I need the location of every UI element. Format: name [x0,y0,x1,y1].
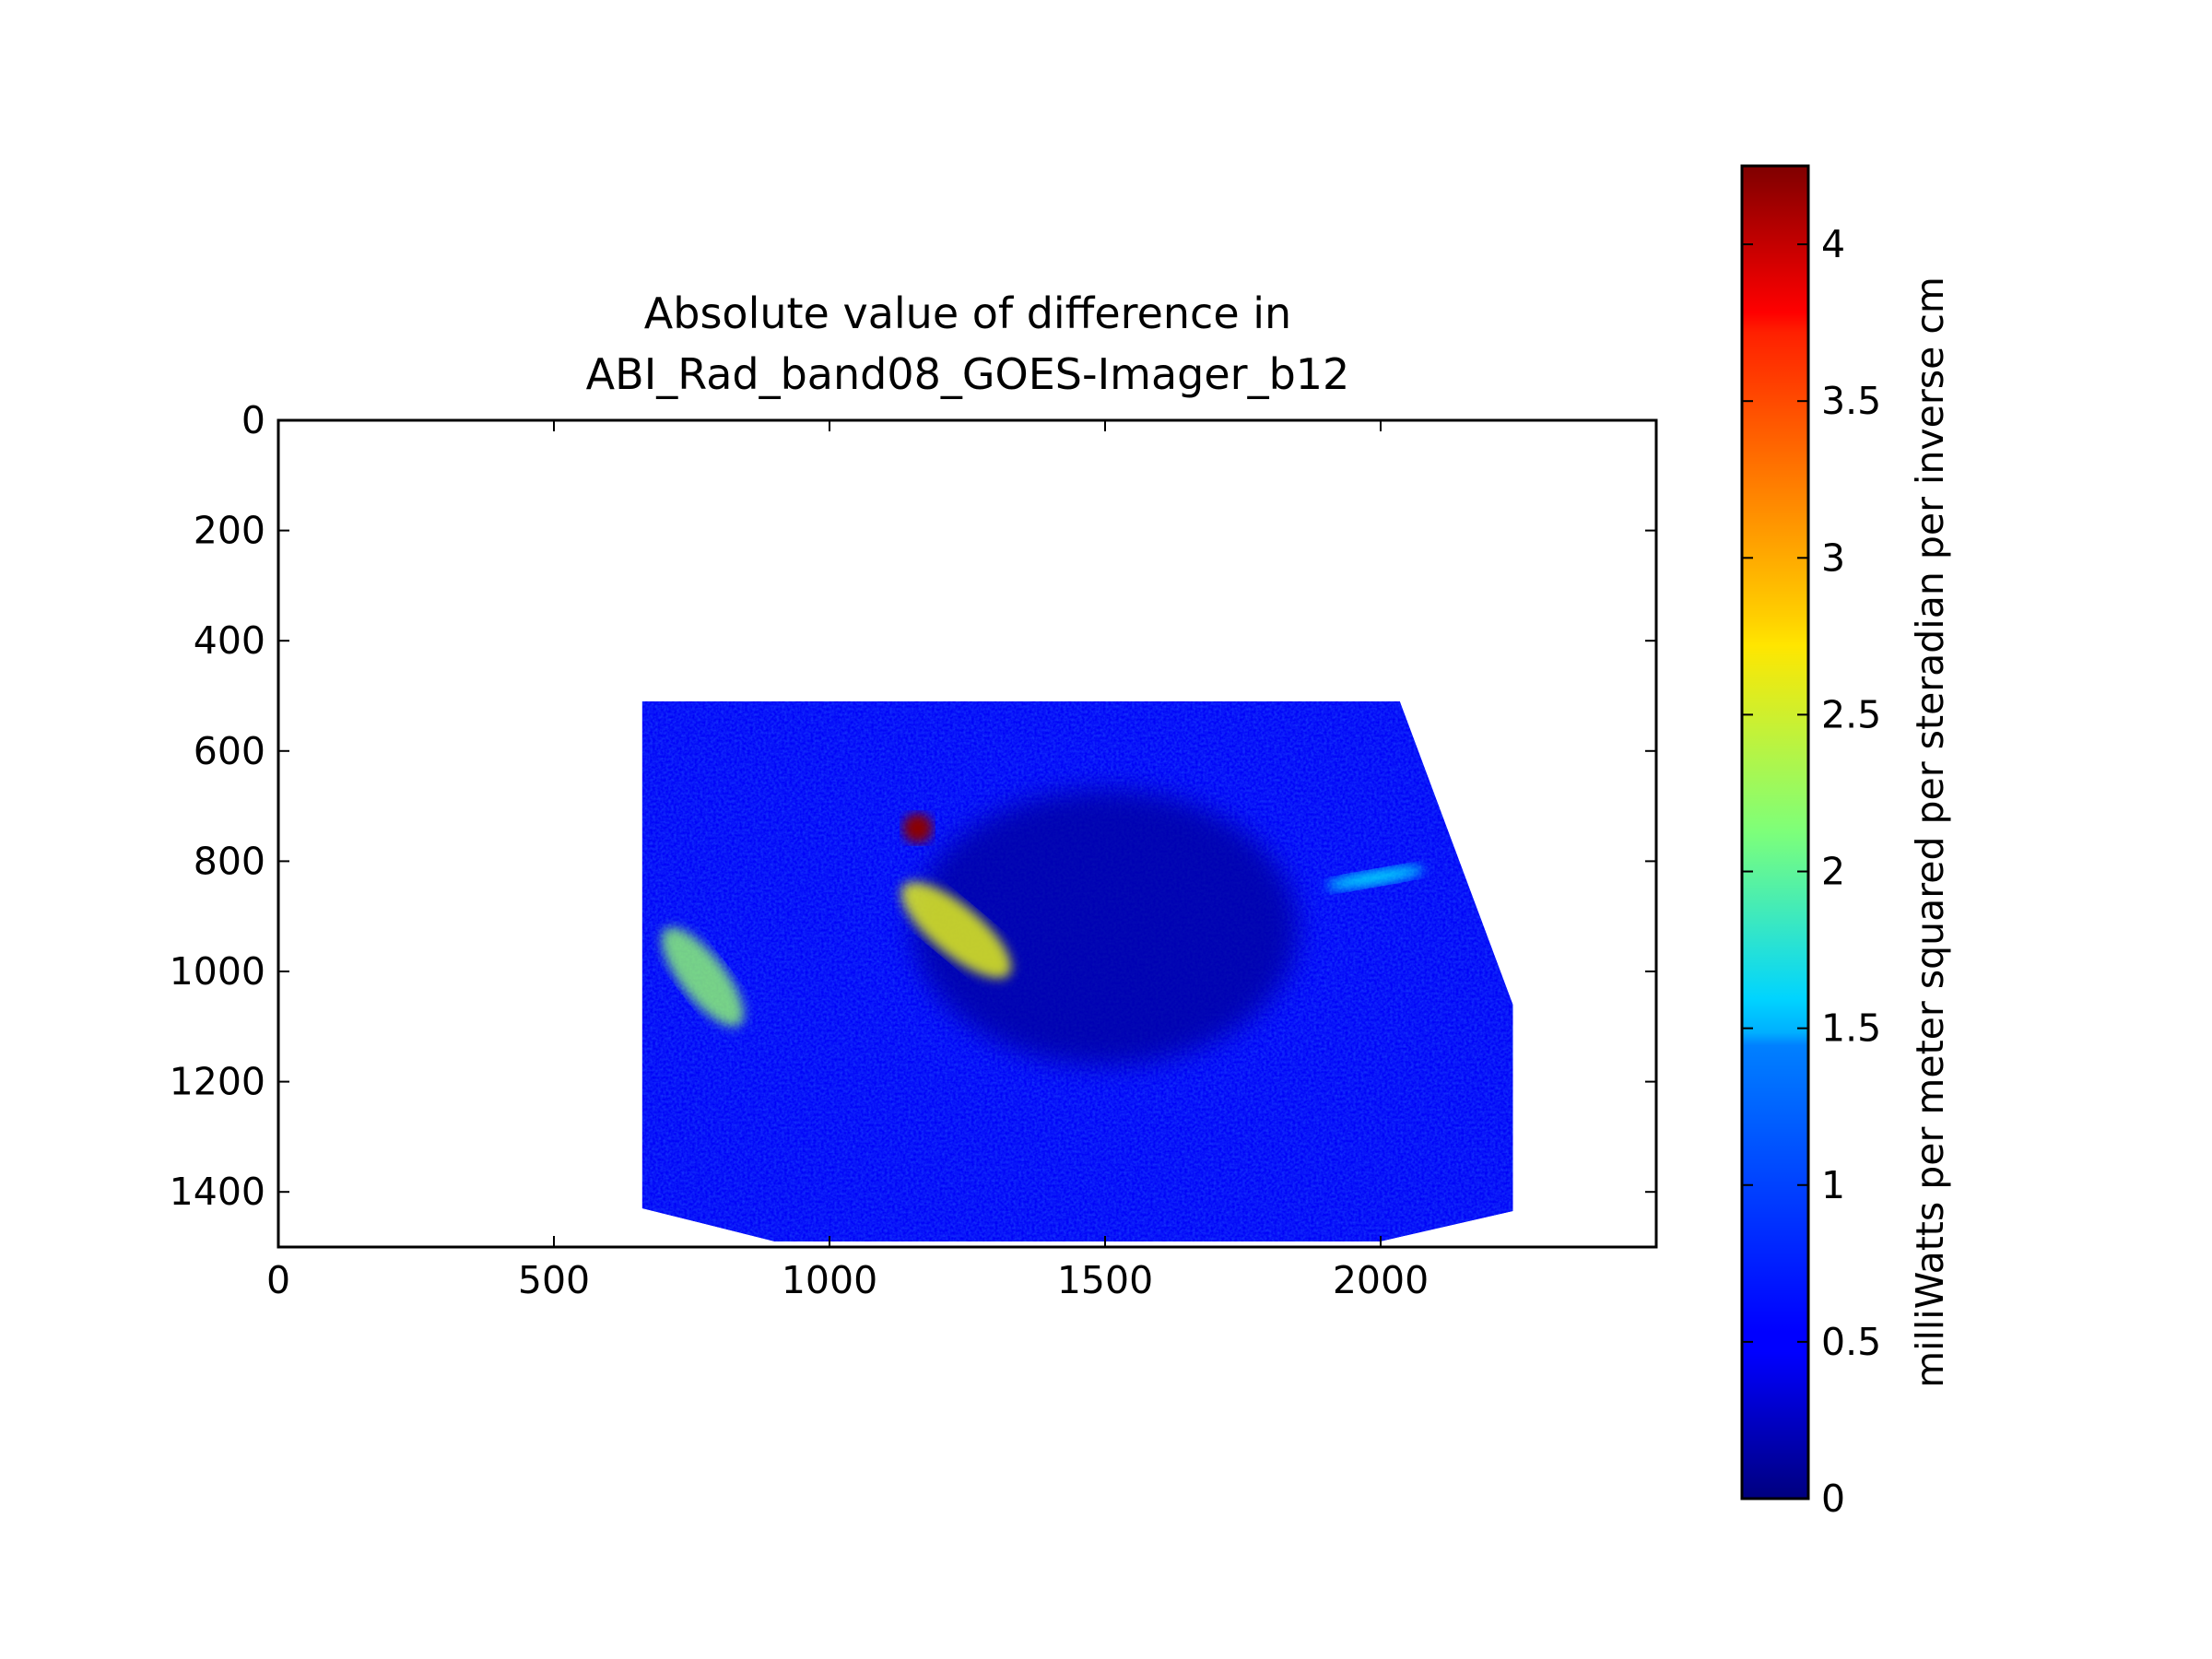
heatmap-image [641,701,1513,1241]
heatmap-feature-region [1325,866,1425,889]
y-tick-label: 1200 [170,1060,265,1104]
y-tick-label: 1400 [170,1170,265,1214]
y-tick-label: 200 [194,509,265,553]
x-tick-label: 500 [518,1258,590,1302]
x-tick-label: 2000 [1333,1258,1429,1302]
colorbar-tick-label: 2.5 [1821,692,1881,736]
plot-frame [276,418,1658,1249]
chart-title-line-1: Absolute value of difference in [644,288,1291,338]
colorbar-tick-label: 1.5 [1821,1006,1881,1051]
plot-area: 0 500 1000 1500 2000 0 200 400 600 800 1000 1200 14… [170,398,1658,1302]
y-tick-label: 600 [194,729,265,773]
heatmap-low-region [912,789,1299,1065]
x-tick-label: 1000 [782,1258,877,1302]
colorbar: 0 0.5 1 1.5 2 2.5 3 3.5 4 milliWatts per meter s… [1740,164,1952,1521]
colorbar-tick-label: 1 [1821,1163,1845,1207]
colorbar-tick-label: 3.5 [1821,379,1881,423]
colorbar-ticks: 0 0.5 1 1.5 2 2.5 3 3.5 4 [1742,222,1881,1521]
heatmap-feature-streak [900,881,1012,979]
y-tick-label: 400 [194,618,265,663]
colorbar-gradient [1742,166,1808,1499]
heatmap-feature-band [661,927,745,1027]
x-axis-ticks: 0 500 1000 1500 2000 [266,420,1429,1302]
colorbar-tick-label: 0.5 [1821,1320,1881,1364]
chart-title-line-2: ABI_Rad_band08_GOES-Imager_b12 [586,349,1350,399]
y-tick-label: 1000 [170,949,265,994]
y-axis-ticks: 0 200 400 600 800 1000 1200 1400 [170,398,1656,1214]
x-tick-label: 1500 [1057,1258,1153,1302]
colorbar-tick-label: 2 [1821,850,1845,894]
colorbar-frame [1740,164,1810,1500]
colorbar-tick-label: 0 [1821,1477,1845,1521]
chart-title: Absolute value of difference in ABI_Rad_… [586,288,1350,399]
colorbar-tick-label: 4 [1821,222,1845,266]
colorbar-tick-label: 3 [1821,535,1845,580]
colorbar-label: milliWatts per meter squared per steradi… [1908,276,1952,1388]
x-tick-label: 0 [266,1258,290,1302]
y-tick-label: 800 [194,839,265,883]
heatmap-feature-hotspot [902,813,933,843]
y-tick-label: 0 [241,398,265,442]
